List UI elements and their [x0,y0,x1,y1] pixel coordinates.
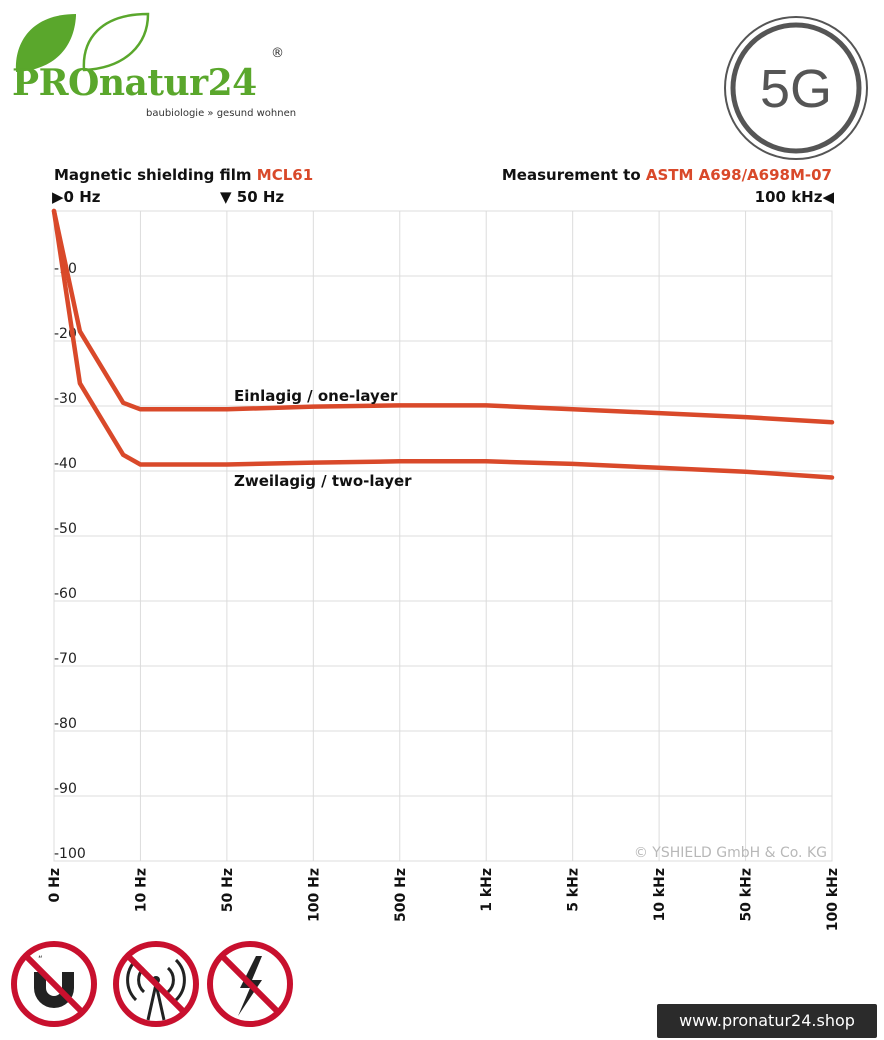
series-lines [51,208,835,480]
y-tick-label: -100 [54,846,86,862]
series-label-one-layer: Einlagig / one-layer [234,387,398,405]
series-line-2 [51,208,835,480]
x-tick-label: 100 kHz [825,868,841,931]
y-tick-label: -30 [54,391,77,407]
y-tick-label: -90 [54,781,77,797]
standard-name: ASTM A698/A698M-07 [645,166,832,184]
copyright-note: © YSHIELD GmbH & Co. KG [634,845,827,861]
shielding-chart: -10-20-30-40-50-60-70-80-90-100 0 Hz 10 H… [47,208,841,931]
series-label-two-layer: Zweilagig / two-layer [234,472,412,490]
y-tick-label: -70 [54,651,77,667]
x-tick-label: 10 Hz [133,868,149,912]
y-tick-label: -80 [54,716,77,732]
5g-badge-icon: 5G [724,16,868,160]
no-radio-tower-icon [113,941,199,1027]
x-tick-label: 50 Hz [220,868,236,912]
prohibition-icons: “ [11,941,293,1027]
measure-prefix: Measurement to [501,166,646,184]
y-tick-label: -50 [54,521,77,537]
leaf-logo-icon [15,12,150,72]
x-tick-label: 10 kHz [652,868,668,922]
marker-50hz: ▼ 50 Hz [220,188,285,206]
shop-url[interactable]: www.pronatur24.shop [657,1004,877,1038]
x-tick-label: 500 Hz [393,868,409,922]
y-axis: -10-20-30-40-50-60-70-80-90-100 [54,261,86,862]
range-start: ▶0 Hz [52,188,101,206]
range-end: 100 kHz◀ [754,188,834,206]
range-start-label: 0 Hz [63,188,101,206]
title-prefix: Magnetic shielding film [54,166,257,184]
x-tick-label: 50 kHz [739,868,755,922]
badge-label: 5G [760,59,832,119]
x-tick-label: 100 Hz [306,868,322,922]
y-tick-label: -40 [54,456,77,472]
no-magnet-icon: “ [11,941,97,1027]
x-tick-label: 0 Hz [47,868,63,902]
x-tick-label: 1 kHz [479,868,495,912]
chart-grid [53,210,833,862]
registered-mark: ® [271,46,284,61]
brand-name: PROnatur24 [12,62,257,104]
brand-tagline: baubiologie » gesund wohnen [146,108,297,119]
range-end-label: 100 kHz [754,188,823,206]
y-tick-label: -60 [54,586,77,602]
series-line-1 [51,208,835,425]
product-name: MCL61 [256,166,314,184]
svg-text:“: “ [38,955,43,965]
chart-title: Magnetic shielding film MCL61 [54,166,313,184]
no-lightning-icon [207,941,293,1027]
marker-label: 50 Hz [236,188,285,206]
x-axis: 0 Hz 10 Hz 50 Hz 100 Hz 500 Hz 1 kHz 5 kHz 10 k… [47,868,841,931]
measurement-standard: Measurement to ASTM A698/A698M-07 [502,166,832,184]
x-tick-label: 5 kHz [566,868,582,912]
